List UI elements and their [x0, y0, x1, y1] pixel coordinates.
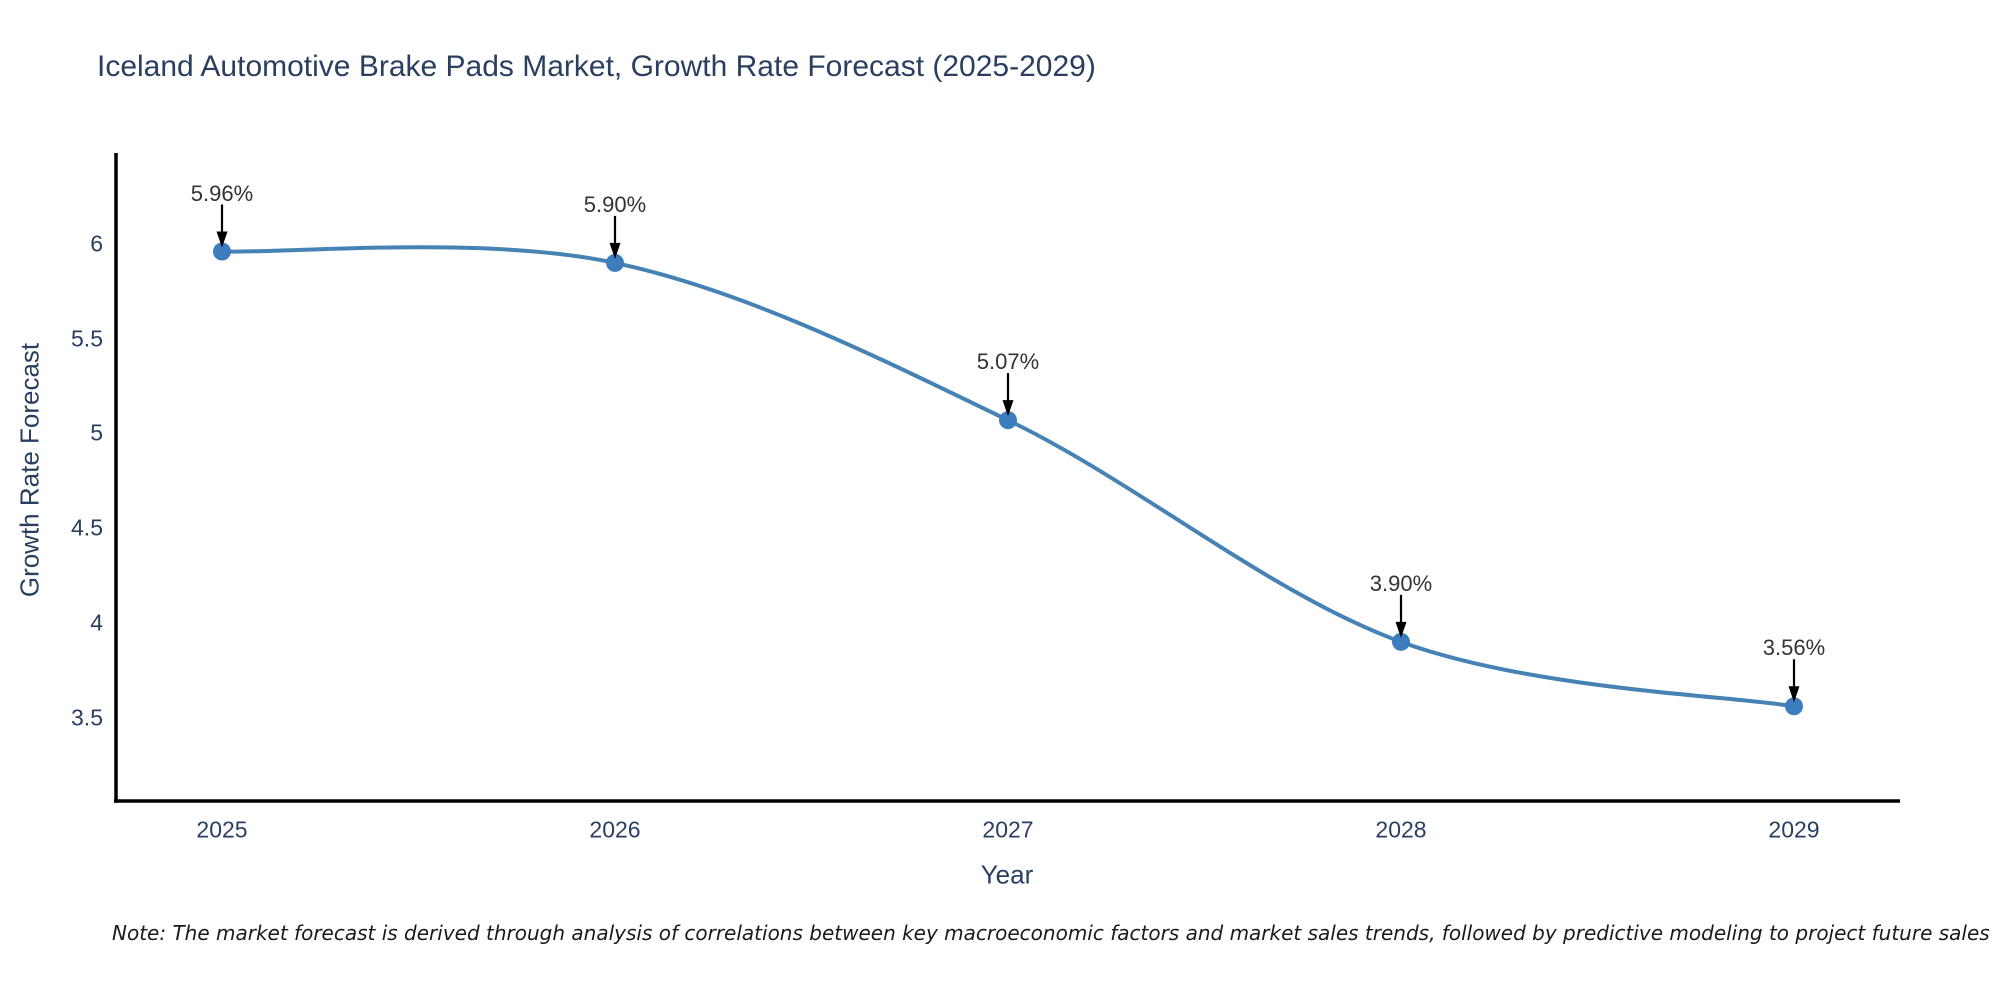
data-point-marker: [606, 253, 624, 272]
annotation-arrowhead: [1395, 621, 1407, 638]
y-tick-label: 6: [90, 230, 103, 257]
data-point-marker: [1392, 632, 1410, 651]
annotation-arrowhead: [1002, 400, 1014, 417]
y-tick-label: 5: [90, 419, 103, 446]
x-tick-label: 2026: [589, 816, 641, 843]
annotation-label: 5.96%: [190, 180, 254, 206]
x-tick-label: 2029: [1768, 816, 1820, 843]
data-point-marker: [213, 242, 231, 261]
y-tick-label: 5.5: [71, 325, 103, 352]
annotation-arrowhead: [1788, 686, 1800, 703]
x-tick-label: 2025: [196, 816, 248, 843]
data-point-marker: [999, 411, 1017, 430]
footnote: Note: The market forecast is derived thr…: [112, 921, 1990, 945]
annotation-label: 5.90%: [583, 191, 647, 217]
annotation-label: 3.90%: [1369, 570, 1433, 596]
trend-line: [220, 245, 1796, 709]
annotation-arrowhead: [216, 231, 228, 248]
data-point-marker: [1785, 697, 1803, 716]
annotation-label: 3.56%: [1762, 635, 1826, 661]
annotation-label: 5.07%: [976, 349, 1040, 375]
x-tick-label: 2028: [1375, 816, 1427, 843]
annotation-arrowhead: [609, 242, 621, 259]
y-tick-label: 3.5: [71, 704, 103, 731]
y-tick-label: 4: [90, 609, 103, 636]
x-axis-title: Year: [980, 859, 1034, 890]
chart-title: Iceland Automotive Brake Pads Market, Gr…: [97, 50, 1096, 83]
x-tick-label: 2027: [982, 816, 1034, 843]
y-tick-label: 4.5: [71, 514, 103, 541]
